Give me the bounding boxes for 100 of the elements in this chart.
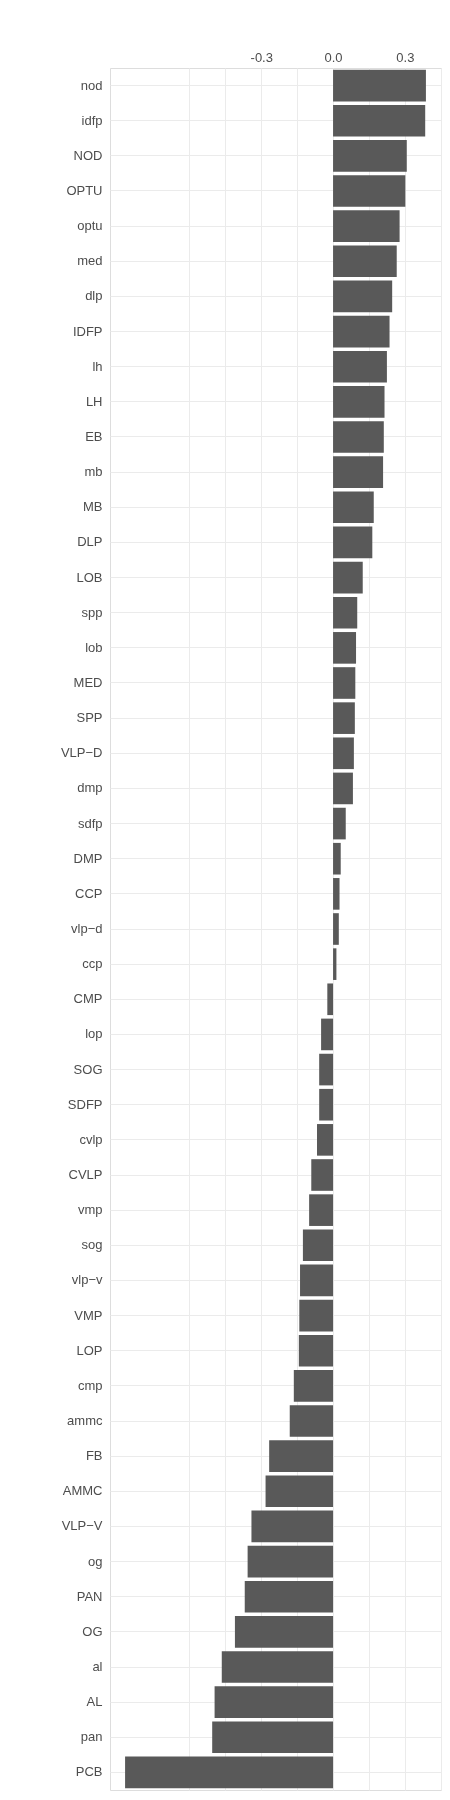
bar	[251, 1510, 334, 1543]
bar	[309, 1194, 334, 1226]
y-tick-label: VMP	[74, 1307, 103, 1323]
y-tick-label: optu	[77, 218, 103, 234]
y-tick-label: dmp	[77, 780, 103, 796]
y-tick-label: al	[92, 1659, 103, 1674]
y-tick-label: vlp−d	[71, 921, 103, 936]
y-tick-label: LH	[85, 393, 103, 409]
y-tick-label: SOG	[73, 1061, 103, 1077]
bar	[333, 245, 397, 278]
bar	[333, 596, 358, 629]
y-tick-label: LOP	[76, 1342, 103, 1358]
bar	[333, 104, 426, 137]
y-tick-label: vlp−v	[71, 1272, 103, 1288]
y-tick-label: OPTU	[66, 183, 103, 198]
y-tick-label: VLP−V	[61, 1518, 103, 1534]
y-tick-label: cmp	[77, 1377, 103, 1393]
bar	[333, 140, 407, 172]
y-tick-label: SDFP	[67, 1096, 103, 1112]
bar	[214, 1686, 334, 1718]
bar	[333, 878, 340, 910]
bar	[302, 1229, 334, 1262]
bar	[333, 280, 393, 313]
y-tick-label: lh	[92, 358, 103, 374]
bar	[265, 1475, 334, 1508]
bar	[319, 1088, 334, 1121]
y-tick-label: CMP	[73, 991, 103, 1007]
bar	[333, 561, 363, 594]
bar	[333, 526, 373, 559]
bar	[293, 1370, 334, 1402]
bar	[327, 983, 334, 1016]
bar	[300, 1264, 334, 1297]
y-tick-label: NOD	[73, 147, 103, 163]
y-tick-label: vmp	[77, 1202, 103, 1218]
bar	[333, 69, 426, 102]
x-tick-label: -0.3	[250, 49, 273, 65]
y-tick-label: OG	[82, 1623, 103, 1639]
y-tick-label: LOB	[76, 569, 103, 585]
y-tick-label: PCB	[75, 1764, 103, 1780]
bar	[298, 1334, 334, 1367]
y-tick-label: og	[88, 1553, 103, 1569]
y-tick-label: sog	[81, 1237, 103, 1253]
bar	[247, 1545, 334, 1578]
bar	[269, 1440, 334, 1472]
y-tick-label: PAN	[76, 1588, 103, 1604]
y-tick-label: VLP−D	[60, 745, 103, 761]
x-tick-label: 0.0	[324, 49, 343, 65]
y-tick-label: med	[77, 253, 103, 269]
y-tick-label: idfp	[81, 112, 103, 128]
y-tick-label: ccp	[82, 956, 103, 972]
y-tick-label: CVLP	[68, 1167, 103, 1182]
bar	[333, 491, 374, 524]
bar	[333, 315, 390, 348]
bar	[333, 632, 357, 664]
bar	[333, 350, 387, 383]
y-tick-label: dlp	[85, 288, 103, 304]
bar	[333, 948, 337, 980]
y-tick-label: CCP	[75, 885, 103, 901]
bar	[333, 807, 346, 840]
bar	[317, 1124, 334, 1156]
y-tick-label: lop	[85, 1026, 103, 1042]
y-tick-label: IDFP	[72, 323, 103, 339]
y-tick-label: AL	[86, 1694, 103, 1710]
bar	[321, 1018, 334, 1051]
bar	[311, 1159, 334, 1191]
y-tick-label: FB	[85, 1448, 103, 1464]
bar	[333, 386, 385, 418]
y-tick-label: pan	[80, 1729, 103, 1745]
bar	[333, 842, 341, 875]
bar	[333, 913, 339, 945]
y-tick-label: nod	[80, 77, 103, 93]
bar	[333, 175, 406, 207]
bar	[234, 1616, 334, 1648]
y-tick-label: DMP	[73, 850, 103, 866]
y-tick-label: lob	[85, 639, 103, 655]
bar	[221, 1651, 334, 1683]
y-tick-label: MB	[83, 499, 103, 515]
bar	[125, 1756, 334, 1789]
y-tick-label: EB	[85, 429, 103, 444]
bar	[319, 1053, 334, 1086]
bar	[289, 1405, 334, 1437]
bar	[244, 1580, 334, 1613]
x-tick-label: 0.3	[396, 49, 415, 65]
y-tick-label: sdfp	[77, 815, 103, 831]
y-tick-label: cvlp	[79, 1131, 103, 1147]
y-tick-label: ammc	[67, 1413, 103, 1428]
y-tick-label: SPP	[76, 710, 103, 726]
bar	[333, 737, 354, 770]
bar	[333, 772, 353, 805]
y-tick-label: spp	[81, 604, 103, 620]
bar	[333, 702, 355, 734]
y-tick-label: AMMC	[62, 1483, 103, 1499]
y-tick-label: MED	[73, 675, 103, 690]
bar	[212, 1721, 334, 1754]
bar	[333, 421, 384, 453]
y-tick-label: mb	[84, 464, 103, 480]
bar	[333, 210, 400, 242]
bar	[299, 1299, 334, 1332]
y-tick-label: DLP	[77, 534, 103, 550]
bar	[333, 667, 356, 699]
